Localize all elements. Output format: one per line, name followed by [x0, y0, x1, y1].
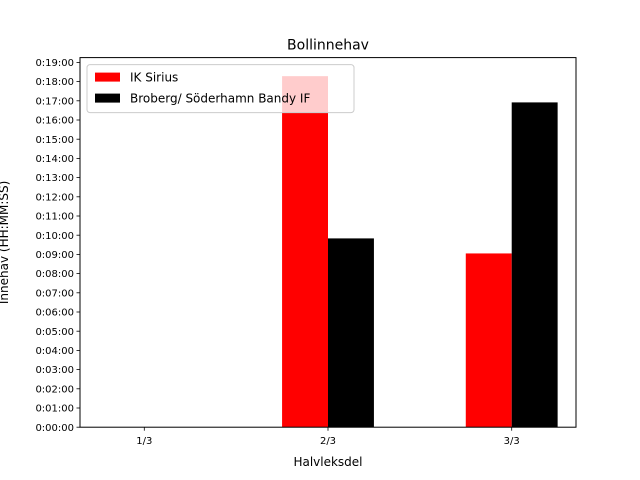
- x-tick-label: 2/3: [320, 436, 336, 447]
- legend-box: [86, 64, 355, 114]
- y-tick-label: 0:01:00: [35, 404, 74, 415]
- y-tick-label: 0:11:00: [35, 212, 74, 223]
- y-tick-label: 0:16:00: [35, 116, 74, 127]
- chart-title: Bollinnehav: [287, 38, 369, 54]
- bar-series1-1: [282, 76, 328, 428]
- y-tick-label: 0:02:00: [35, 384, 74, 395]
- y-tick-label: 0:06:00: [35, 308, 74, 319]
- bar-series2-1: [328, 238, 374, 428]
- legend-swatch: [95, 93, 120, 103]
- legend-label: Broberg/ Söderhamn Bandy IF: [130, 92, 310, 106]
- x-tick-label: 1/3: [136, 436, 152, 447]
- y-tick-label: 0:12:00: [35, 192, 74, 203]
- y-tick-label: 0:03:00: [35, 365, 74, 376]
- y-tick-label: 0:04:00: [35, 346, 74, 357]
- y-tick-label: 0:09:00: [35, 250, 74, 261]
- y-tick-label: 0:05:00: [35, 327, 74, 338]
- y-tick-label: 0:14:00: [35, 154, 74, 165]
- x-tick-label: 3/3: [504, 436, 520, 447]
- bar-series2-2: [511, 102, 558, 428]
- y-tick-label: 0:19:00: [35, 58, 74, 69]
- legend-swatch: [95, 72, 120, 82]
- bar-series1-2: [465, 253, 512, 428]
- y-tick-label: 0:17:00: [35, 96, 74, 107]
- y-tick-label: 0:13:00: [35, 173, 74, 184]
- y-tick-label: 0:18:00: [35, 77, 74, 88]
- y-tick-label: 0:15:00: [35, 135, 74, 146]
- y-tick-label: 0:10:00: [35, 231, 74, 242]
- y-tick-label: 0:00:00: [35, 423, 74, 434]
- y-tick-label: 0:08:00: [35, 269, 74, 280]
- plot-frame: [79, 57, 577, 428]
- y-axis-title: Innehav (HH:MM:SS): [0, 181, 11, 304]
- y-tick-label: 0:07:00: [35, 288, 74, 299]
- legend-label: IK Sirius: [130, 71, 178, 85]
- legend: IK Sirius Broberg/ Söderhamn Bandy IF: [86, 64, 355, 114]
- x-axis-title: Halvleksdel: [293, 455, 362, 469]
